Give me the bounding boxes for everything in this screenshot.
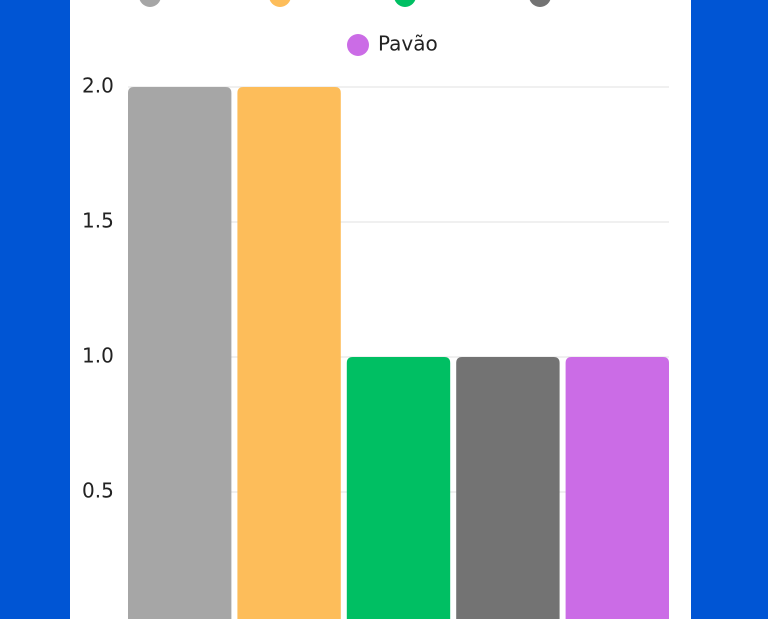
bar bbox=[346, 357, 451, 619]
legend-swatch bbox=[529, 0, 551, 7]
legend-swatch bbox=[269, 0, 291, 7]
legend-swatch bbox=[394, 0, 416, 7]
bar bbox=[128, 87, 232, 619]
bar bbox=[237, 87, 341, 619]
bar bbox=[565, 357, 669, 619]
legend-label: Pavão bbox=[378, 32, 438, 56]
y-tick-label: 0.5 bbox=[82, 479, 114, 503]
y-tick-label: 1.5 bbox=[82, 209, 114, 233]
y-tick-label: 2.0 bbox=[82, 74, 114, 98]
y-tick-label: 1.0 bbox=[82, 344, 114, 368]
legend-swatch bbox=[347, 34, 369, 56]
bar bbox=[456, 357, 560, 619]
legend-swatch bbox=[139, 0, 161, 7]
